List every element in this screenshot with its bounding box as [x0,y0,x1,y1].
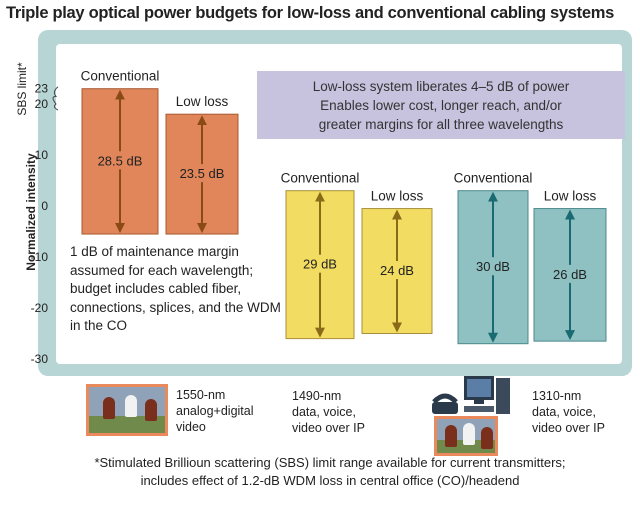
media-1550-line-3: video [176,420,206,434]
sbs-bracket [52,86,59,111]
media-1490-line-3: video over IP [292,421,365,435]
value-label-1310-nm-low-loss: 26 dB [553,267,587,282]
video-thumbnail-1550 [86,384,168,436]
media-1490-line-1: 1490-nm [292,389,342,403]
media-label-1490: 1490-nm data, voice, video over IP [292,388,365,436]
value-label-bg-1310-nm-conventional [466,257,520,276]
y-tick-label: -20 [31,301,49,315]
value-label-1550-nm-low-loss: 23.5 dB [180,166,225,181]
footnote-line-2: includes effect of 1.2-dB WDM loss in ce… [140,473,520,488]
bar-category-label-1310-nm-conventional: Conventional [454,171,533,186]
value-label-1490-nm-low-loss: 24 dB [380,263,414,278]
bar-category-label-1490-nm-low-loss: Low loss [371,189,424,204]
media-label-1550: 1550-nm analog+digital video [176,387,254,435]
footnote: *Stimulated Brillioun scattering (SBS) l… [40,454,620,490]
callout-line-1: Low-loss system liberates 4–5 dB of powe… [312,79,570,94]
bar-category-label-1550-nm-low-loss: Low loss [176,94,229,109]
value-label-1310-nm-conventional: 30 dB [476,259,510,274]
value-label-1550-nm-conventional: 28.5 dB [98,153,143,168]
y-tick-label: 20 [35,97,49,111]
media-1490-line-2: data, voice, [292,405,356,419]
phone-computer-icon [432,376,510,414]
callout-line-3: greater margins for all three wavelength… [318,117,564,132]
low-loss-callout: Low-loss system liberates 4–5 dB of powe… [257,71,625,139]
bar-category-label-1310-nm-low-loss: Low loss [544,189,597,204]
callout-line-2: Enables lower cost, longer reach, and/or [320,98,562,113]
value-label-bg-1550-nm-conventional [93,151,147,170]
bar-category-label-1550-nm-conventional: Conventional [81,69,160,84]
footnote-line-1: *Stimulated Brillioun scattering (SBS) l… [94,455,566,470]
media-1310-line-1: 1310-nm [532,389,582,403]
y-tick-label: 10 [35,148,49,162]
y-tick-label: 0 [41,199,48,213]
chart-title: Triple play optical power budgets for lo… [6,4,615,22]
value-label-bg-1310-nm-low-loss [543,264,597,283]
media-1550-line-2: analog+digital [176,404,254,418]
video-thumbnail-1310 [434,416,498,456]
bar-category-label-1490-nm-conventional: Conventional [281,171,360,186]
value-label-bg-1490-nm-low-loss [370,261,424,280]
media-1310-line-3: video over IP [532,421,605,435]
media-1310-line-2: data, voice, [532,405,596,419]
maintenance-margin-note: 1 dB of maintenance margin assumed for e… [70,244,281,333]
value-label-1490-nm-conventional: 29 dB [303,257,337,272]
y-tick-label: 23 [35,82,49,96]
value-label-bg-1550-nm-low-loss [175,164,229,183]
media-label-1310: 1310-nm data, voice, video over IP [532,388,605,436]
y-tick-label: -30 [31,352,49,366]
y-tick-label: -10 [31,250,49,264]
media-1550-line-1: 1550-nm [176,388,226,402]
value-label-bg-1490-nm-conventional [293,254,347,273]
